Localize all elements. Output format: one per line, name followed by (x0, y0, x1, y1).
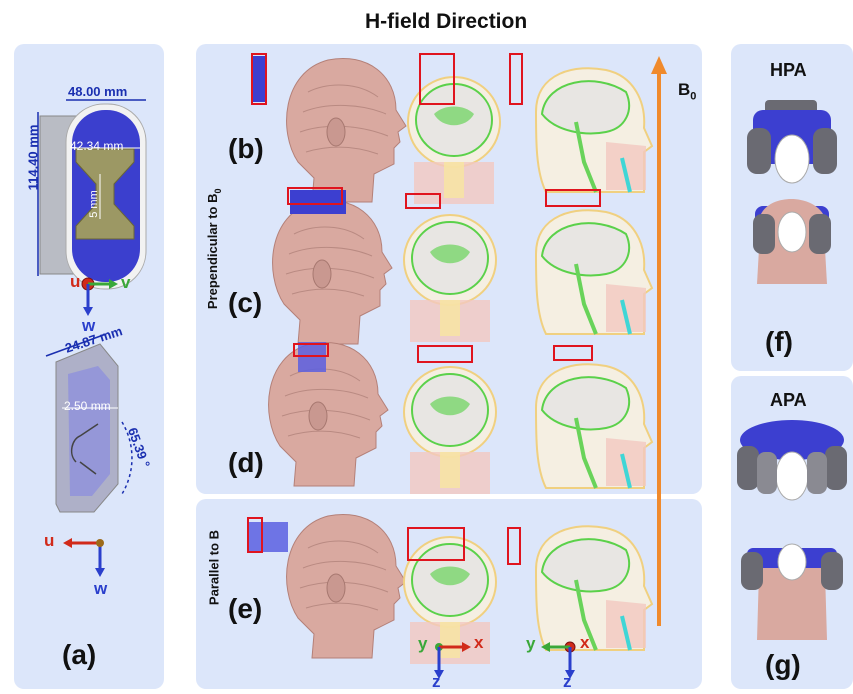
b0-label: B0 (678, 80, 697, 103)
dim-gap-label: 5 mm (88, 190, 100, 218)
axis-z-right: z (563, 672, 572, 691)
panel-f-title: HPA (770, 60, 807, 80)
row-c-label: (c) (228, 287, 263, 318)
head-models-grid (247, 53, 667, 679)
axis-x-left: x (474, 633, 484, 652)
coil-geometry-diagram (37, 99, 147, 577)
dim-height-label: 114.40 mm (25, 124, 41, 191)
apa-array-diagram (737, 420, 847, 640)
parallel-label: Parallel to B (206, 529, 222, 606)
panel-g-title: APA (770, 390, 807, 410)
coil-b-head (252, 56, 266, 102)
axis-y-right: y (526, 634, 536, 653)
row-b-label: (b) (228, 133, 264, 164)
axis-u2-label: u (44, 531, 55, 550)
dim-inner-label: 42.34 mm (70, 139, 124, 153)
coil-e-head (248, 522, 288, 552)
dim-width-label: 48.00 mm (68, 84, 128, 99)
axis-z-left: z (432, 672, 441, 691)
figure-title: H-field Direction (365, 10, 528, 33)
panel-f-label: (f) (765, 326, 793, 357)
perpendicular-label: Prependicular to B0 (205, 188, 223, 310)
coil-c-head (290, 190, 346, 214)
axis-u-label: u (70, 272, 81, 291)
dim-thickness-label: 2.50 mm (64, 399, 111, 413)
row-e-label: (e) (228, 593, 263, 624)
panel-a-label: (a) (62, 639, 97, 670)
row-d-label: (d) (228, 447, 264, 478)
axis-w2-label: w (94, 579, 108, 598)
axis-y-left: y (418, 634, 428, 653)
coil-element (75, 148, 135, 240)
axis-w-label: w (82, 316, 96, 335)
hpa-array-diagram (747, 100, 837, 284)
panel-g-label: (g) (765, 649, 801, 680)
axis-x-right: x (580, 633, 590, 652)
axis-v-label: v (121, 273, 131, 292)
